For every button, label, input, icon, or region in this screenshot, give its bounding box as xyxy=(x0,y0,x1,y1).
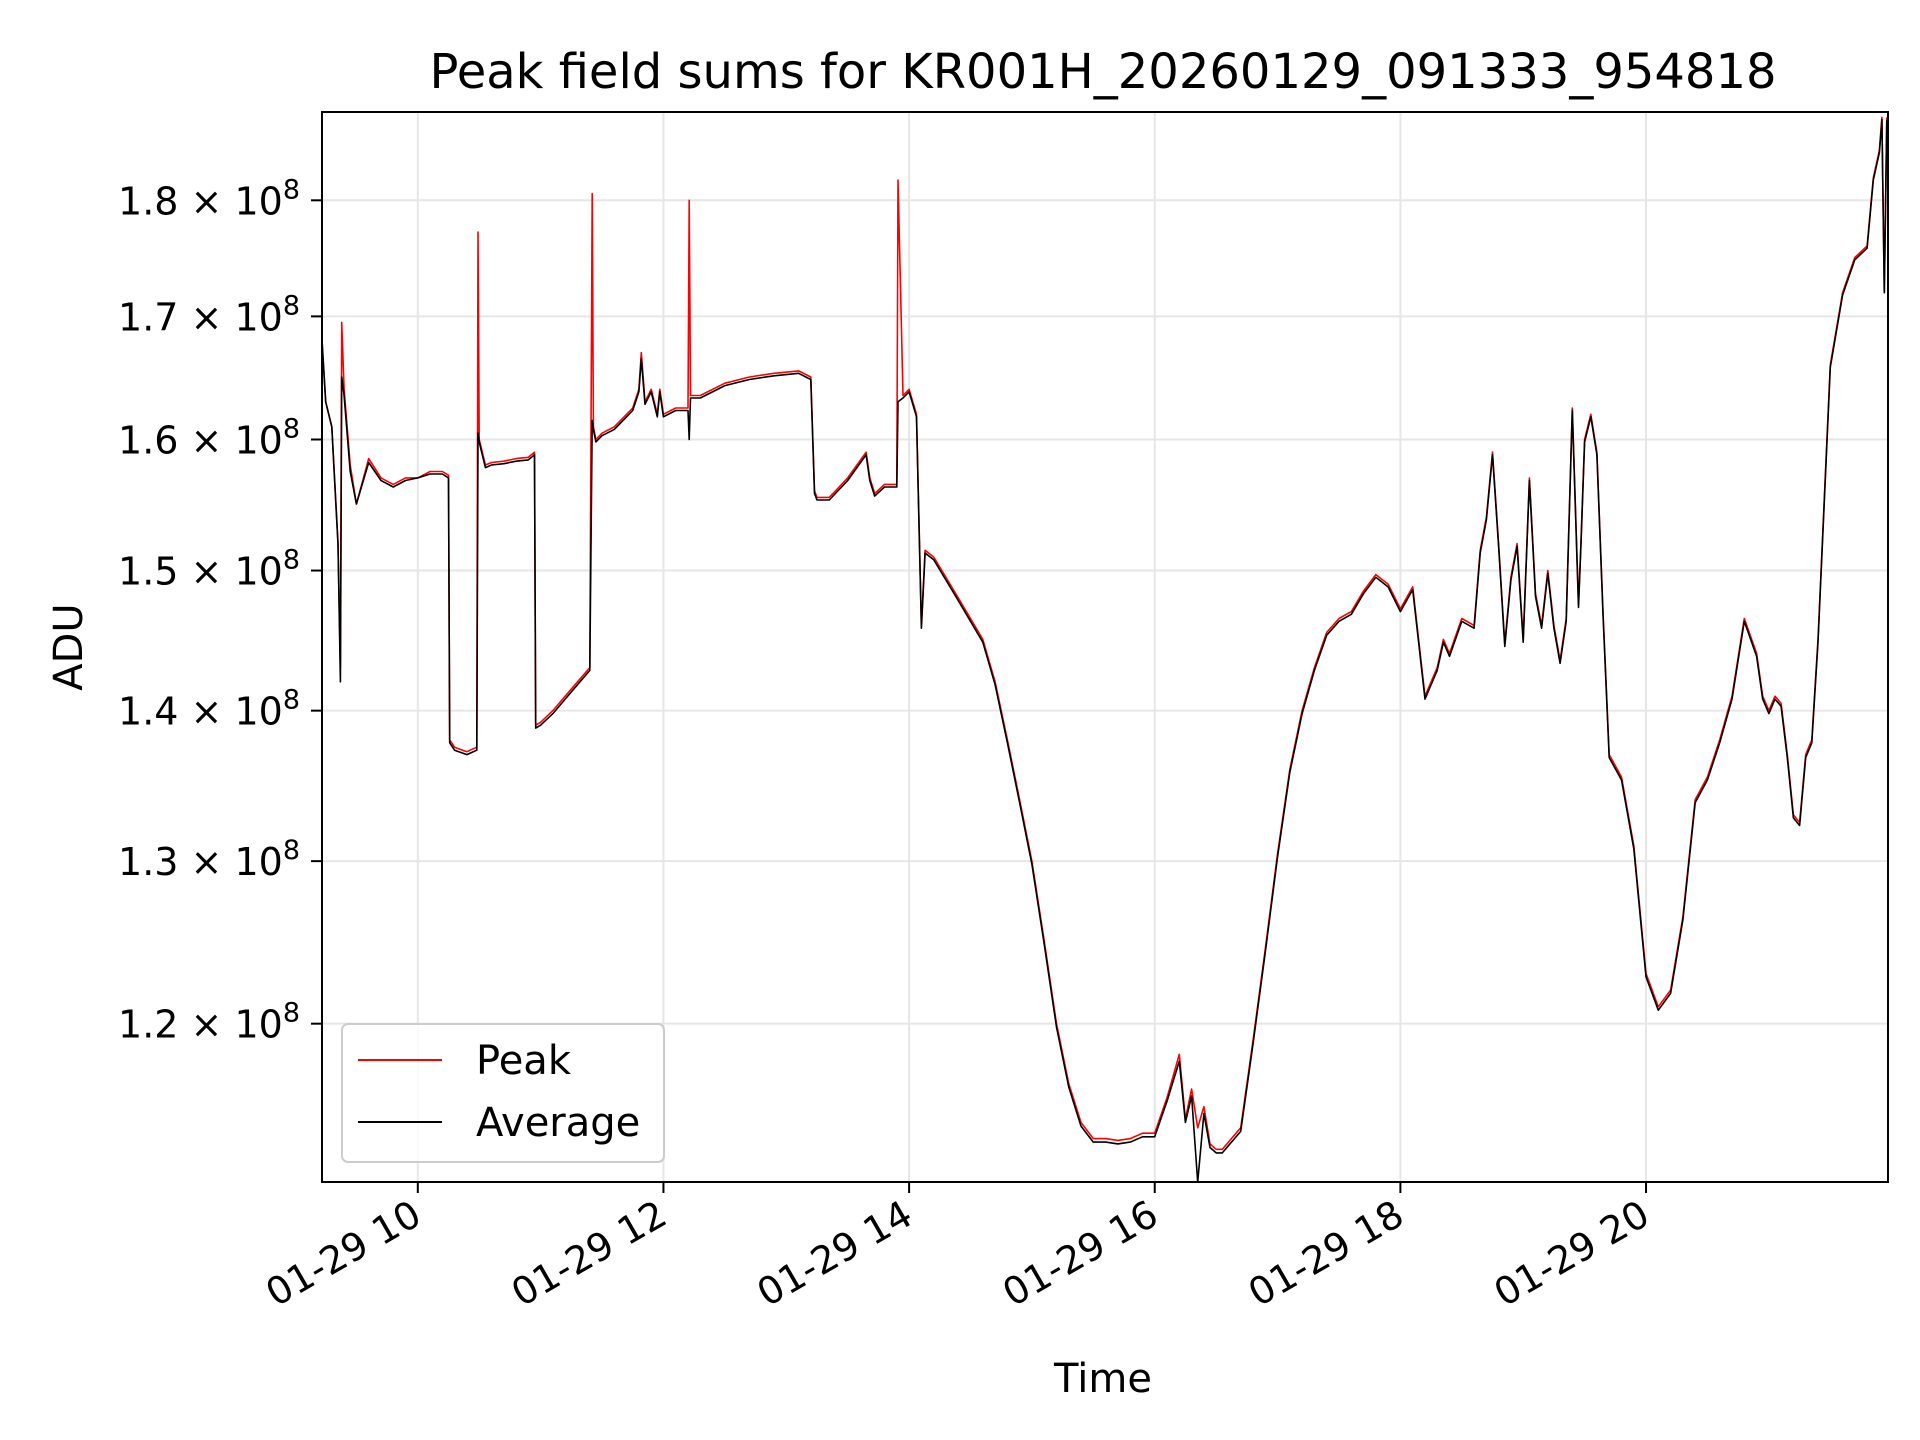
grid-layer xyxy=(322,112,1888,1182)
legend-box xyxy=(341,1023,665,1163)
y-tick-label: 1.6 × 108 xyxy=(118,413,300,462)
y-tick-label: 1.4 × 108 xyxy=(118,685,300,734)
y-tick-label: 1.7 × 108 xyxy=(118,290,300,339)
y-tick-label: 1.2 × 108 xyxy=(118,998,300,1047)
legend: Peak Average xyxy=(341,1023,665,1163)
y-tick-label: 1.8 × 108 xyxy=(118,174,300,223)
y-tick-label: 1.5 × 108 xyxy=(118,545,300,594)
y-axis-label: ADU xyxy=(46,603,92,690)
x-axis-label: Time xyxy=(1053,1356,1152,1402)
chart-title: Peak field sums for KR001H_20260129_0913… xyxy=(429,44,1776,100)
series-layer xyxy=(322,116,1888,1182)
legend-label-peak: Peak xyxy=(476,1038,572,1084)
series-line-average xyxy=(322,118,1888,1182)
plot-frame xyxy=(321,111,1889,1183)
y-tick-label: 1.3 × 108 xyxy=(118,835,300,884)
legend-label-average: Average xyxy=(476,1100,640,1146)
